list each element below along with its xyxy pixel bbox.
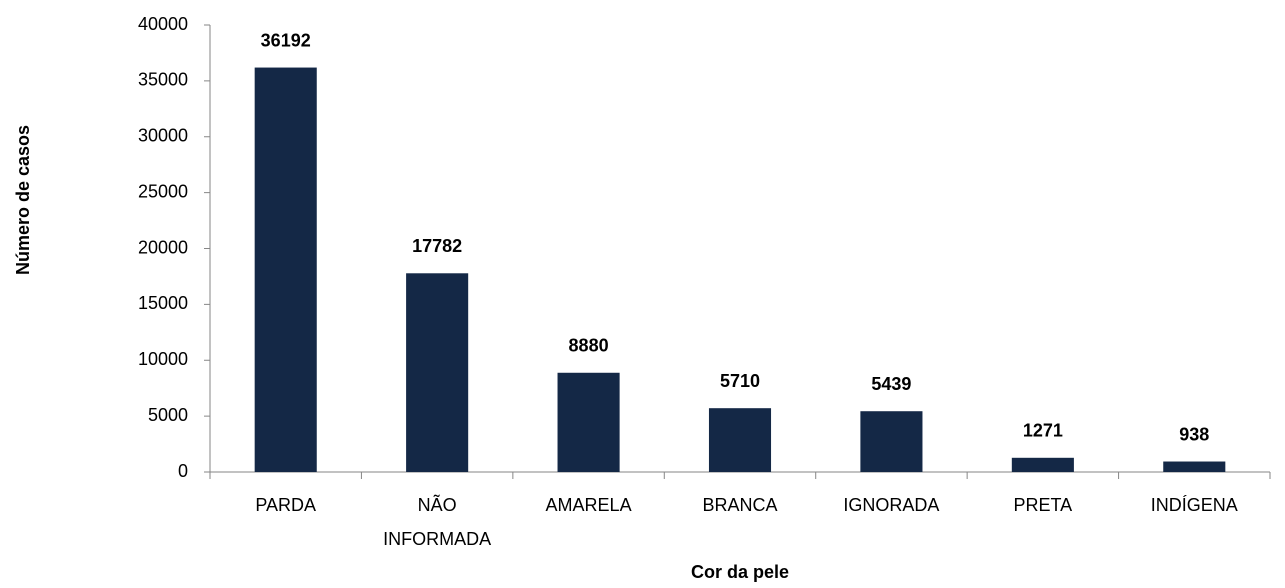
y-tick-label: 10000 [138,349,188,369]
data-label: 5710 [720,371,760,391]
y-tick-label: 25000 [138,181,188,201]
y-tick-label: 20000 [138,237,188,257]
y-tick-label: 15000 [138,293,188,313]
data-label: 8880 [569,336,609,356]
y-tick-label: 0 [178,461,188,481]
data-label: 36192 [261,30,311,50]
bar [254,67,317,473]
data-label: 1271 [1023,421,1063,441]
data-label: 5439 [871,374,911,394]
x-tick-label: AMARELA [546,495,632,515]
bar [406,273,469,472]
y-tick-label: 40000 [138,14,188,34]
x-tick-label: IGNORADA [843,495,939,515]
y-tick-label: 30000 [138,126,188,146]
x-tick-label: NÃO INFORMADA [383,494,491,549]
bar [860,411,923,472]
data-label: 938 [1179,424,1209,444]
x-tick-label: PRETA [1014,495,1073,515]
x-axis-title: Cor da pele [691,562,789,582]
y-axis-title: Número de casos [13,125,33,275]
data-label: 17782 [412,236,462,256]
bar [557,372,620,472]
bar [1011,457,1074,472]
x-tick-label: BRANCA [702,495,777,515]
y-tick-label: 5000 [148,405,188,425]
x-tick-label: PARDA [255,495,316,515]
x-tick-label: INDÍGENA [1151,495,1238,515]
bar [1163,461,1226,472]
y-tick-label: 35000 [138,70,188,90]
bar [708,408,772,472]
